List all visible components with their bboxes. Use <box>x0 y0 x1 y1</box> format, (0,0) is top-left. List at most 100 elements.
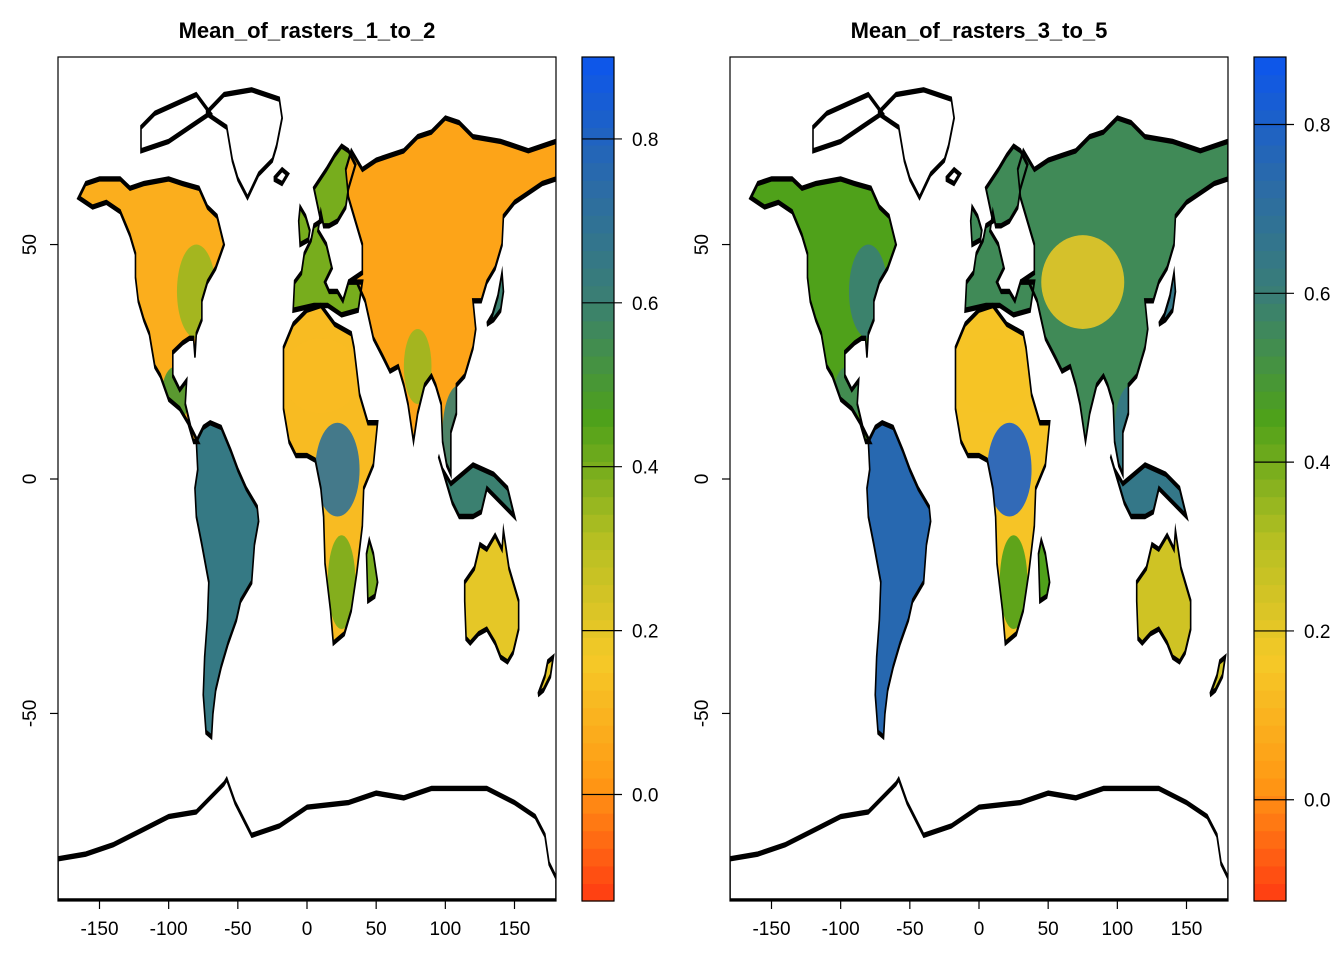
map-area <box>730 90 1228 901</box>
legend-swatch <box>582 566 614 586</box>
legend-swatch <box>1254 461 1286 480</box>
region-sahara <box>954 338 1032 414</box>
chart-title: Mean_of_rasters_1_to_2 <box>179 18 436 43</box>
legend-swatch <box>1254 707 1286 726</box>
legend-swatch <box>1254 373 1286 392</box>
y-tick-label: -50 <box>692 700 713 727</box>
legend-swatch <box>582 355 614 375</box>
legend-swatch <box>1254 883 1286 902</box>
legend-swatch <box>1254 690 1286 709</box>
legend-swatch <box>582 303 614 322</box>
x-tick-label: -150 <box>752 919 790 940</box>
coastline <box>878 90 954 198</box>
legend-swatch <box>1254 584 1286 603</box>
legend-swatch <box>582 830 614 849</box>
legend-tick-label: 0.0 <box>632 785 658 806</box>
legend-swatch <box>582 496 614 515</box>
coastline <box>274 170 288 184</box>
legend-tick-label: 0.0 <box>1304 791 1330 812</box>
legend-swatch <box>582 268 614 287</box>
legend-swatch <box>1254 320 1286 339</box>
y-tick-label: 50 <box>692 234 713 255</box>
legend-swatch <box>582 848 614 867</box>
legend-swatch <box>1254 619 1286 638</box>
x-tick-label: 150 <box>1171 919 1203 940</box>
legend-tick-label: 0.2 <box>1304 622 1330 643</box>
legend-swatch <box>582 777 614 797</box>
legend-swatch <box>1254 602 1286 621</box>
legend-swatch <box>582 707 614 726</box>
map-area <box>58 90 556 901</box>
legend-swatch <box>582 725 614 744</box>
legend-swatch <box>1254 250 1286 269</box>
region-south-asia <box>403 328 432 404</box>
panel-2: Mean_of_rasters_3_to_5 -150 -100 -50 0 50 100 1… <box>692 18 1331 940</box>
legend-swatch <box>582 320 614 339</box>
legend-swatch <box>1254 109 1286 128</box>
legend-swatch <box>582 865 614 885</box>
legend-tick-label: 0.8 <box>1304 116 1330 137</box>
legend-swatch <box>1254 268 1286 287</box>
coastline <box>813 95 882 151</box>
land-sa <box>194 422 259 737</box>
chart-title: Mean_of_rasters_3_to_5 <box>851 18 1108 43</box>
legend-swatch <box>582 373 614 392</box>
legend-swatch <box>582 74 614 93</box>
legend-swatch <box>582 215 614 234</box>
legend-swatch <box>1254 57 1286 76</box>
legend-frame <box>1253 56 1287 902</box>
y-tick-label: 0 <box>692 474 713 485</box>
legend-tick-label: 0.4 <box>1304 453 1331 474</box>
x-tick-label: 150 <box>499 919 531 940</box>
x-tick-label: 50 <box>366 919 387 940</box>
legend-swatch <box>1254 813 1286 832</box>
land-gr <box>206 89 283 198</box>
legend-swatch <box>1254 408 1286 427</box>
legend-swatch <box>582 162 614 181</box>
legend-swatch <box>1254 566 1286 586</box>
legend-swatch <box>1254 848 1286 867</box>
legend-swatch <box>582 584 614 603</box>
coastline <box>58 779 556 901</box>
legend-swatch <box>1254 197 1286 216</box>
x-tick-label: -100 <box>822 919 860 940</box>
region-central-africa <box>987 422 1032 517</box>
legend-swatch <box>582 443 614 463</box>
x-tick-label: 0 <box>302 919 313 940</box>
legend-swatch <box>582 232 614 252</box>
legend-swatch <box>1254 391 1286 410</box>
legend-tick-label: 0.6 <box>632 294 658 315</box>
coastline <box>206 90 282 198</box>
x-tick-label: 50 <box>1038 919 1059 940</box>
legend-swatch <box>1254 795 1286 814</box>
legend-colorbar <box>582 57 614 902</box>
legend-colorbar <box>1254 57 1286 902</box>
legend-swatch <box>582 514 614 533</box>
legend-tick-label: 0.2 <box>632 622 658 643</box>
region-central-asia <box>1041 235 1125 329</box>
legend-swatch <box>1254 232 1286 252</box>
legend-swatch <box>582 285 614 304</box>
legend-swatch <box>582 760 614 779</box>
land-ant <box>730 779 1228 901</box>
legend-swatch <box>1254 654 1286 674</box>
coastline <box>730 779 1228 901</box>
legend-swatch <box>582 619 614 638</box>
y-tick-label: -50 <box>20 700 41 727</box>
coastline <box>141 95 210 151</box>
x-tick-label: -50 <box>224 919 251 940</box>
legend-swatch <box>1254 426 1286 445</box>
legend-swatch <box>582 742 614 761</box>
land-sa <box>866 422 931 737</box>
region-eastern-north-america <box>848 244 888 339</box>
legend-swatch <box>582 250 614 269</box>
legend-swatch <box>582 602 614 621</box>
x-tick-label: -50 <box>896 919 923 940</box>
y-tick-label: 50 <box>20 234 41 255</box>
legend-swatch <box>582 127 614 146</box>
x-tick-label: 100 <box>1101 919 1133 940</box>
legend-swatch <box>582 180 614 199</box>
legend-swatch <box>582 408 614 427</box>
legend-swatch <box>1254 514 1286 533</box>
legend-swatch <box>1254 74 1286 93</box>
